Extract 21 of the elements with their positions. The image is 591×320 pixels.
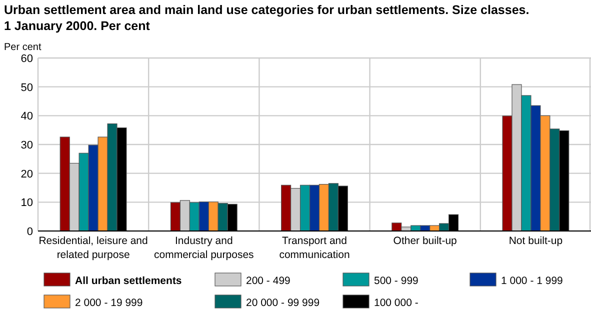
y-tick-label: 60 — [20, 53, 33, 65]
y-axis-title: Per cent — [4, 42, 42, 53]
legend-label: 100 000 - — [374, 297, 419, 309]
x-tick-label: Not built-up — [508, 235, 563, 247]
legend-label: All urban settlements — [75, 275, 182, 287]
y-tick-label: 30 — [20, 140, 33, 152]
y-tick-label: 20 — [20, 168, 33, 180]
y-tick-label: 0 — [26, 226, 33, 238]
legend-label: 20 000 - 99 999 — [246, 297, 320, 309]
x-tick-label: Other built-up — [393, 235, 458, 247]
legend-label: 500 - 999 — [374, 275, 419, 287]
y-tick-label: 10 — [20, 197, 33, 210]
legend-label: 1 000 - 1 999 — [501, 275, 564, 287]
chart-title: Urban settlement area and main land use categories for urban settlements. Size classes. 1 January 2000. Per cent — [4, 3, 530, 33]
y-tick-label: 40 — [20, 110, 33, 123]
x-tick-label: Residential, leisure and related purpose — [38, 235, 148, 261]
y-tick-label: 50 — [20, 82, 33, 94]
legend-label: 2 000 - 19 999 — [75, 297, 143, 309]
legend-label: 200 - 499 — [246, 275, 291, 287]
x-tick-label: Industry and commercial purposes — [154, 235, 254, 261]
x-tick-label: Transport and communication — [279, 235, 350, 261]
